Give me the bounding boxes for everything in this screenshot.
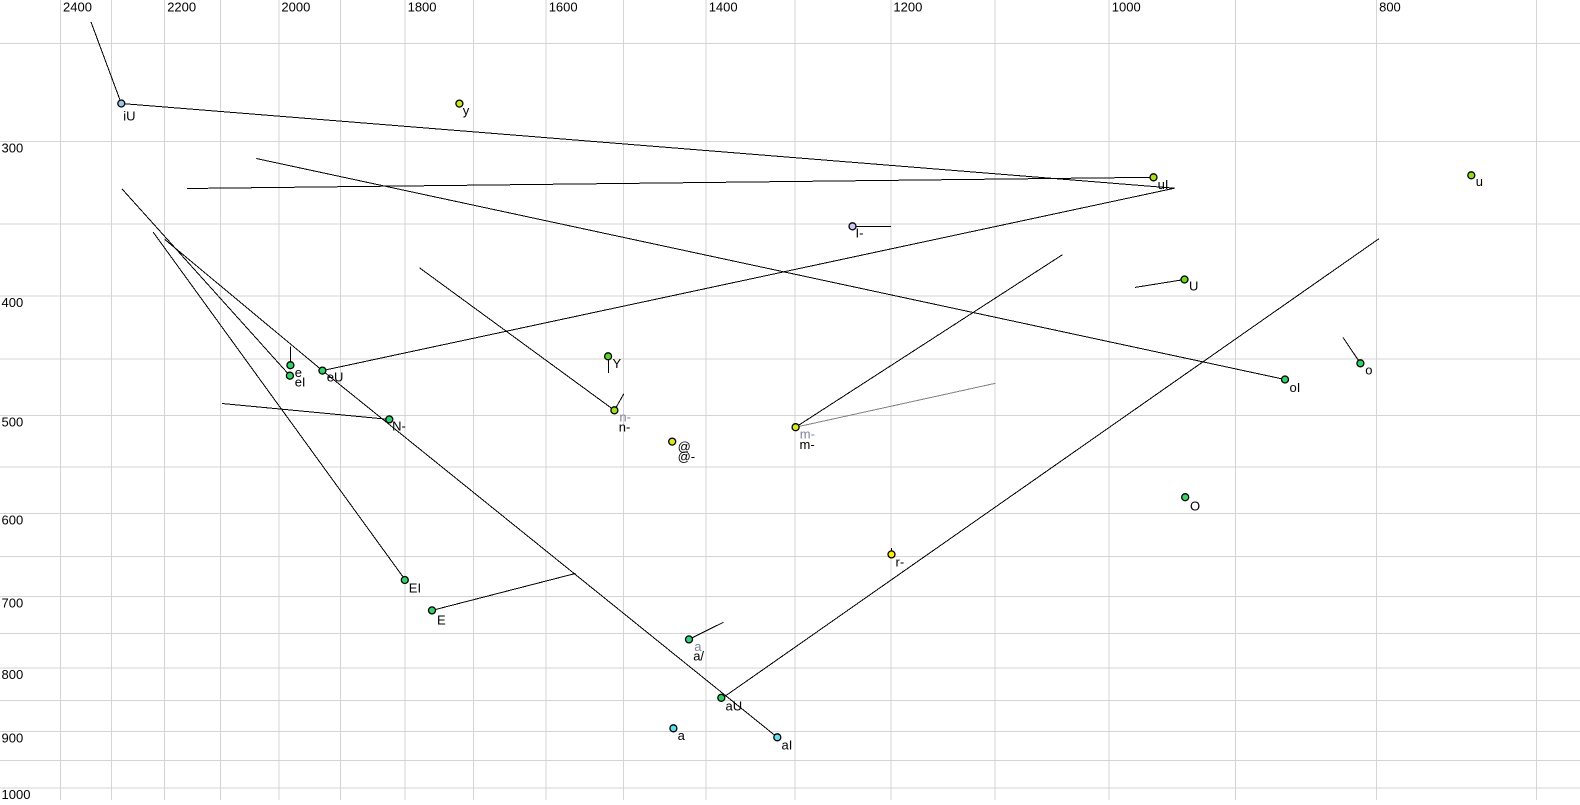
svg-text:800: 800 — [1379, 0, 1401, 15]
svg-text:I-: I- — [856, 226, 864, 241]
svg-text:O: O — [1190, 498, 1200, 513]
svg-text:e: e — [295, 365, 302, 380]
svg-text:eU: eU — [327, 370, 344, 385]
svg-text:n-: n- — [619, 419, 631, 434]
svg-text:1800: 1800 — [408, 0, 437, 15]
svg-text:N-: N- — [392, 419, 406, 434]
svg-text:800: 800 — [2, 667, 24, 682]
svg-text:u: u — [1476, 174, 1483, 189]
svg-text:2400: 2400 — [63, 0, 92, 15]
svg-text:a/: a/ — [693, 648, 704, 663]
svg-text:y: y — [463, 103, 470, 118]
svg-text:900: 900 — [2, 730, 24, 745]
svg-text:1000: 1000 — [1112, 0, 1141, 15]
svg-text:a: a — [678, 728, 686, 743]
svg-text:2000: 2000 — [281, 0, 310, 15]
svg-text:uI: uI — [1158, 177, 1169, 192]
svg-text:m-: m- — [800, 437, 815, 452]
svg-text:500: 500 — [2, 415, 24, 430]
svg-text:oI: oI — [1290, 380, 1301, 395]
svg-text:n-: n- — [619, 410, 631, 425]
svg-text:eI: eI — [295, 375, 306, 390]
svg-text:600: 600 — [2, 513, 24, 528]
svg-text:1200: 1200 — [893, 0, 922, 15]
svg-text:400: 400 — [2, 295, 24, 310]
svg-text:aU: aU — [726, 698, 743, 713]
svg-text:700: 700 — [2, 595, 24, 610]
svg-text:@: @ — [678, 439, 691, 454]
svg-text:1600: 1600 — [549, 0, 578, 15]
svg-text:o: o — [1365, 363, 1372, 378]
svg-text:iU: iU — [123, 109, 135, 124]
svg-text:EI: EI — [409, 581, 421, 596]
svg-text:m-: m- — [800, 427, 815, 442]
svg-text:300: 300 — [2, 140, 24, 155]
svg-text:r-: r- — [896, 555, 905, 570]
svg-text:a: a — [694, 639, 702, 654]
svg-text:1000: 1000 — [2, 787, 31, 800]
svg-text:Y: Y — [613, 356, 622, 371]
svg-text:aI: aI — [782, 738, 793, 753]
svg-text:1400: 1400 — [709, 0, 738, 15]
svg-text:E: E — [437, 612, 446, 627]
svg-text:U: U — [1189, 279, 1198, 294]
svg-text:@-: @- — [678, 449, 696, 464]
svg-text:2200: 2200 — [167, 0, 196, 15]
